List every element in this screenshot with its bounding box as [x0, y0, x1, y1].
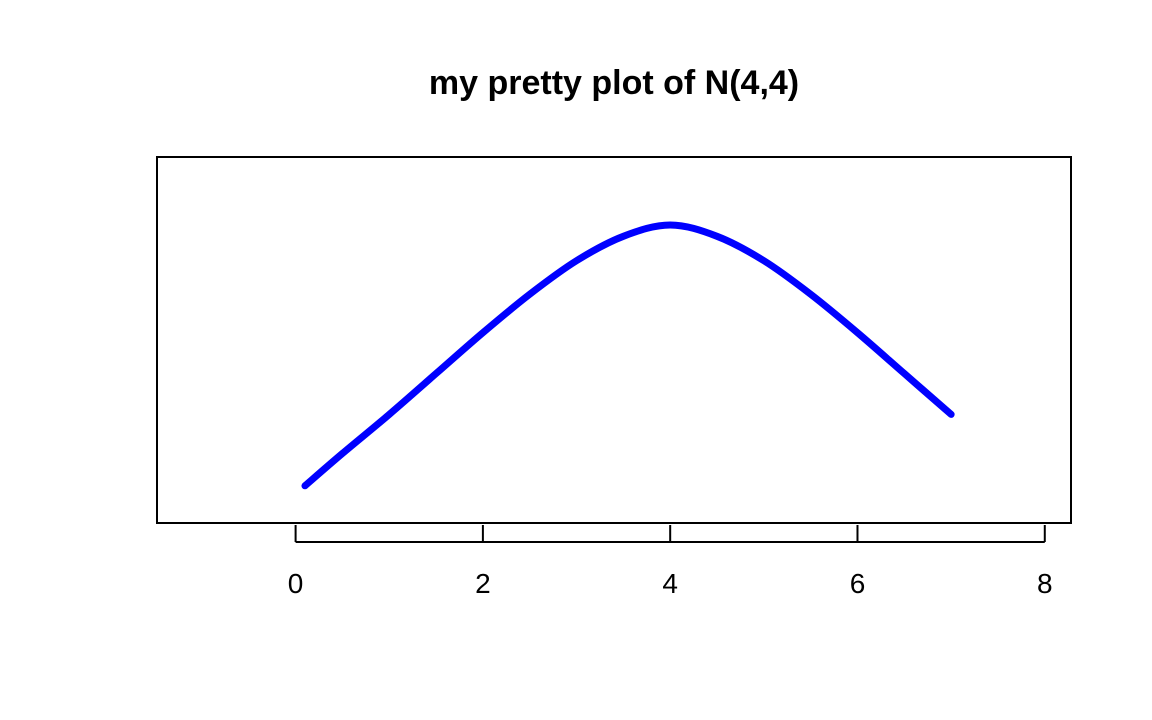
series-line: [301, 221, 955, 490]
x-tick-label: 4: [662, 568, 678, 599]
plot-frame: [156, 156, 1072, 524]
x-tick-label: 2: [475, 568, 491, 599]
x-tick-label: 8: [1037, 568, 1053, 599]
x-axis: 0 2 4 6 8: [288, 525, 1053, 599]
x-tick-label: 0: [288, 568, 304, 599]
series-layer: [301, 221, 955, 490]
chart-title: my pretty plot of N(4,4): [429, 64, 799, 102]
x-tick-label: 6: [850, 568, 866, 599]
